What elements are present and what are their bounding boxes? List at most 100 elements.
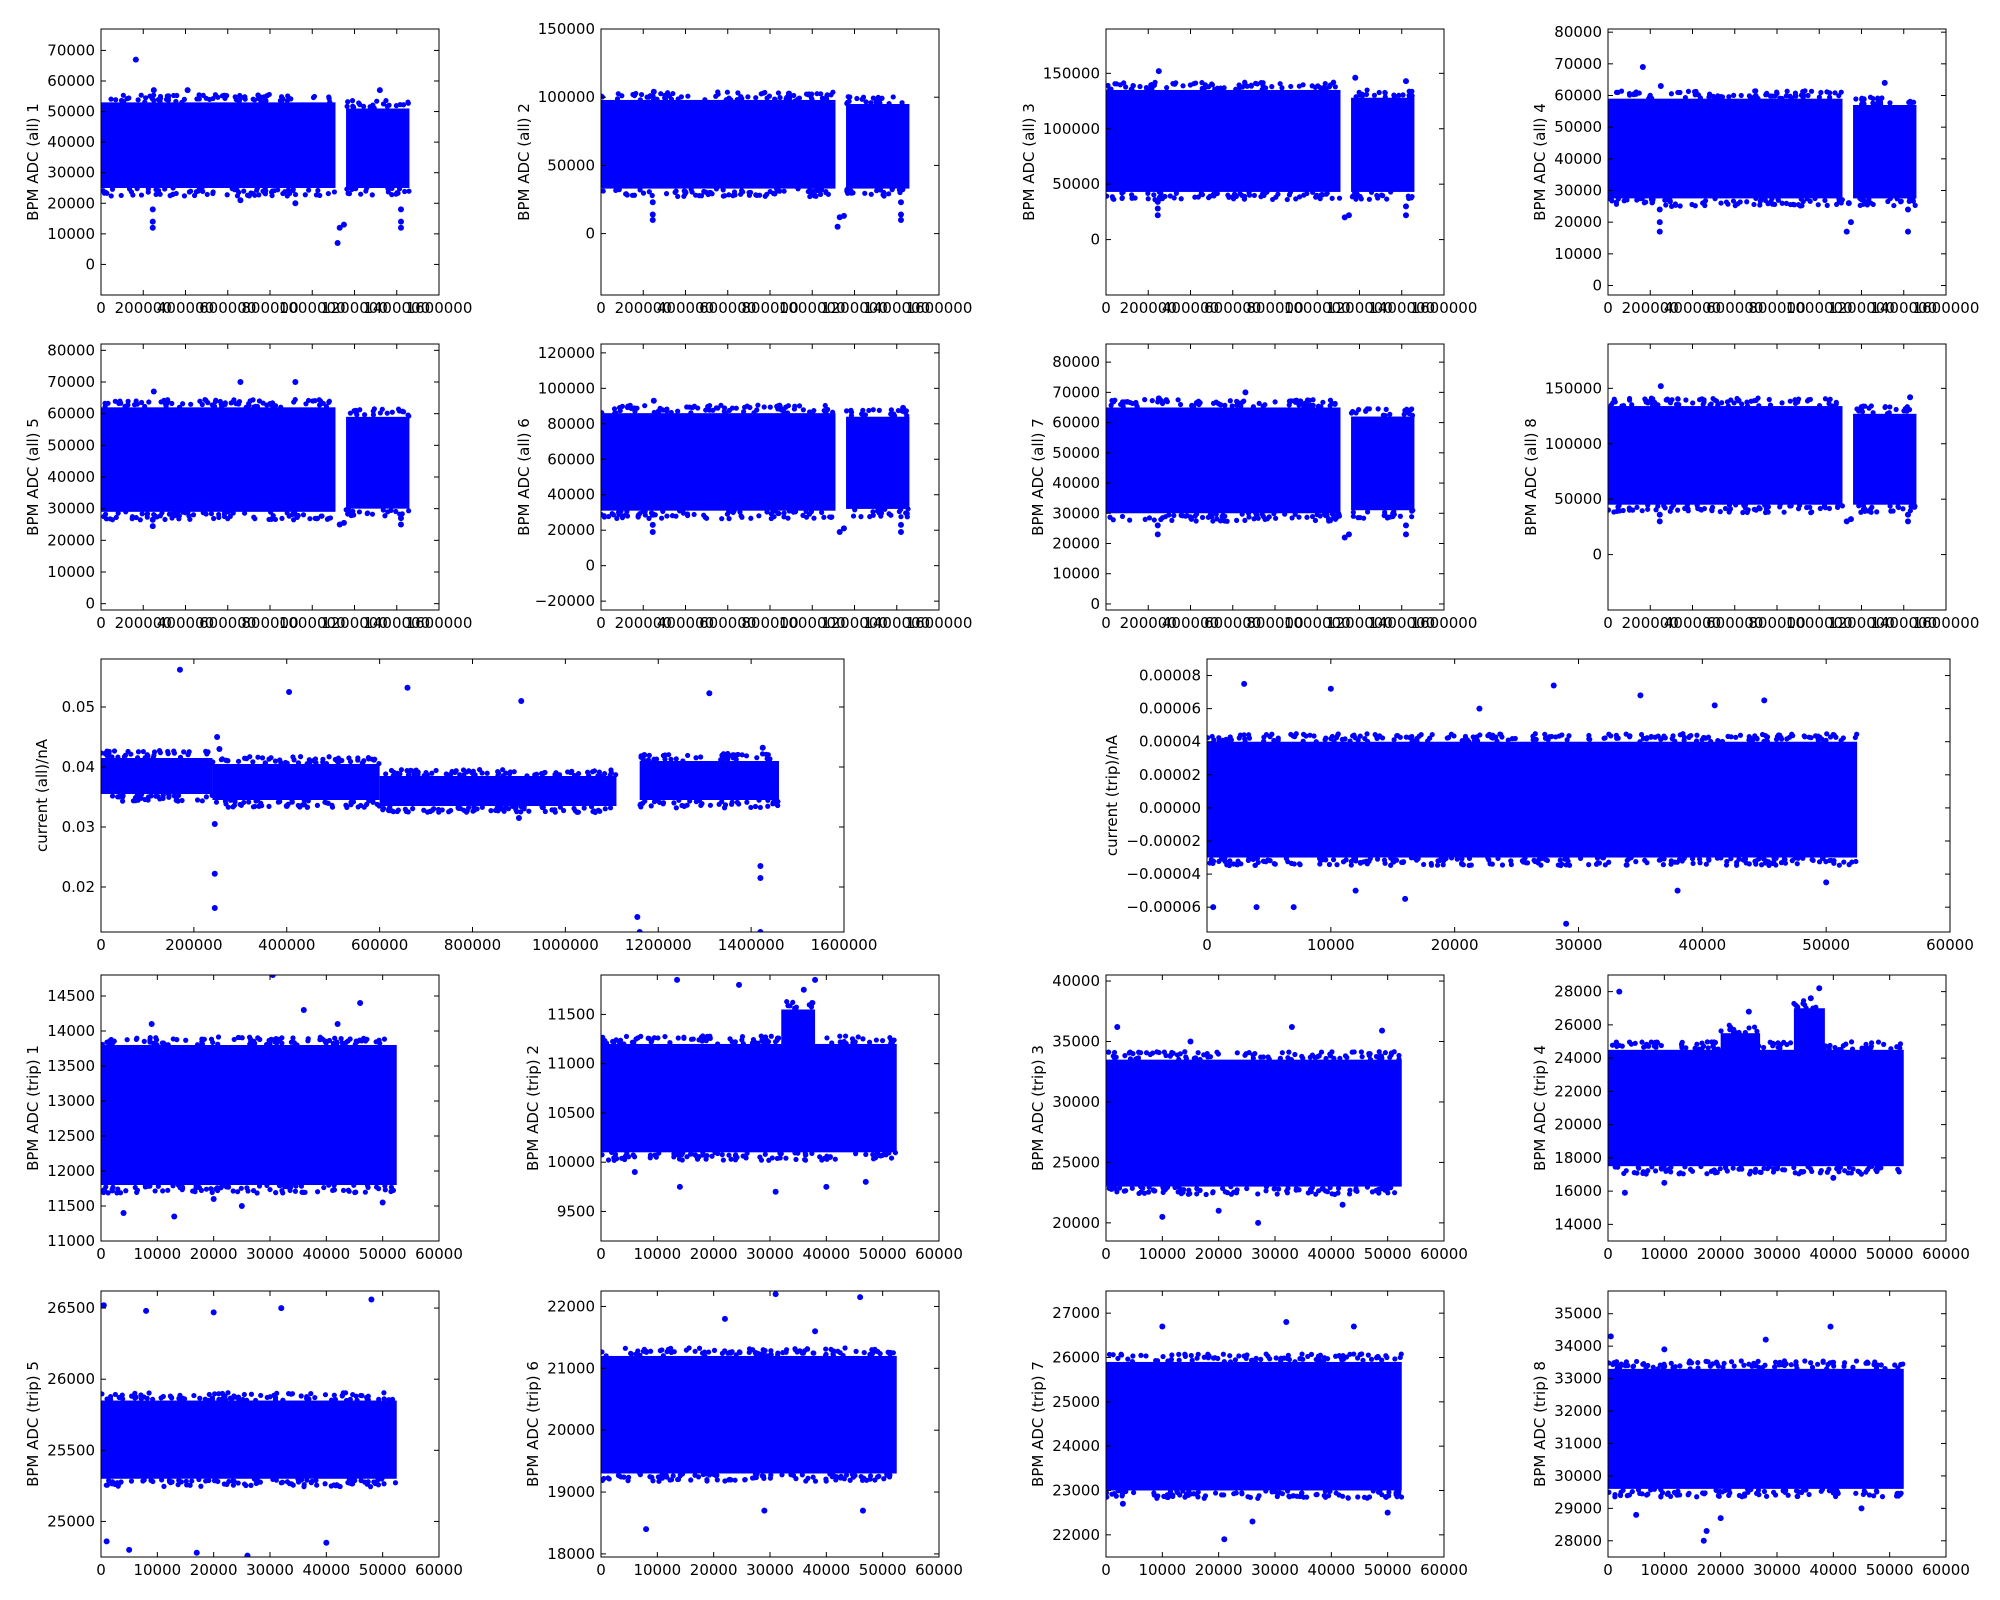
point (1288, 860, 1295, 866)
point (1784, 736, 1790, 742)
point (722, 1348, 728, 1354)
point (186, 513, 192, 519)
point (761, 1475, 767, 1481)
point (1791, 202, 1798, 208)
point (410, 806, 416, 812)
point (1185, 1492, 1191, 1498)
point (1831, 858, 1837, 864)
point (385, 807, 392, 814)
point (235, 1480, 241, 1486)
point (1375, 1354, 1381, 1360)
x-tick-label: 30000 (1555, 936, 1603, 954)
point (1639, 1039, 1645, 1045)
point (1246, 189, 1252, 196)
point (406, 772, 412, 778)
point (869, 1351, 875, 1358)
point (1168, 1358, 1174, 1364)
point (474, 806, 480, 812)
x-tick-label: 20000 (690, 1245, 738, 1263)
x-tick-label: 1200000 (625, 936, 692, 954)
point (640, 1348, 646, 1354)
point (192, 1189, 198, 1195)
point (177, 754, 184, 760)
point (209, 402, 215, 408)
point (503, 804, 509, 810)
point (1222, 513, 1228, 519)
point (1330, 79, 1336, 86)
point (607, 805, 614, 811)
y-tick-label: 0.02 (62, 878, 95, 896)
point (1382, 89, 1388, 96)
point (293, 513, 300, 519)
y-tick-label: 20000 (547, 1421, 595, 1439)
point (1421, 861, 1427, 868)
point (1630, 507, 1636, 513)
point (1144, 86, 1150, 92)
y-tick-label: 12500 (47, 1127, 95, 1145)
point (1761, 856, 1767, 862)
point (145, 1183, 151, 1189)
point (1712, 1039, 1719, 1046)
point (399, 408, 405, 415)
x-tick-label: 0 (96, 1245, 106, 1263)
y-tick-label: 30000 (1554, 182, 1602, 200)
point (1215, 401, 1221, 407)
y-tick-label: 20000 (1052, 1214, 1100, 1232)
point (1230, 196, 1237, 202)
point (677, 508, 683, 514)
point (343, 1390, 349, 1396)
point (897, 211, 904, 218)
point (1346, 1191, 1353, 1197)
point (821, 514, 827, 520)
point (748, 804, 754, 811)
point (223, 1184, 230, 1190)
point (239, 1035, 245, 1041)
point (298, 1183, 305, 1189)
point (1391, 737, 1397, 743)
point (1904, 408, 1910, 414)
point (848, 190, 855, 196)
y-tick-label: 150000 (1545, 379, 1602, 397)
point (290, 1035, 296, 1041)
point (1189, 402, 1195, 408)
point (1242, 517, 1248, 523)
point (466, 805, 472, 811)
point (180, 401, 186, 407)
point (1320, 1358, 1327, 1364)
point (213, 799, 220, 805)
point (334, 1039, 340, 1045)
point (852, 507, 858, 513)
point (1219, 1185, 1226, 1191)
point (113, 97, 119, 103)
point (1367, 1056, 1374, 1063)
point (716, 801, 722, 807)
point (1177, 401, 1184, 408)
point (1366, 196, 1372, 202)
x-tick-label: 1600000 (1411, 614, 1478, 632)
point (153, 191, 159, 198)
point (1350, 509, 1356, 515)
point (384, 410, 390, 416)
point (353, 1393, 359, 1399)
point (126, 1546, 133, 1553)
point (1747, 1171, 1753, 1177)
point (1700, 401, 1706, 407)
point (1640, 1169, 1646, 1175)
point (1508, 861, 1514, 868)
point (800, 407, 806, 413)
point (134, 755, 141, 761)
point (155, 97, 161, 103)
point (706, 690, 713, 697)
point (149, 218, 156, 225)
point (1811, 1135, 1817, 1142)
point (1645, 502, 1651, 508)
point (837, 1033, 843, 1039)
point (1874, 509, 1880, 515)
point (703, 1038, 709, 1044)
point (1448, 855, 1455, 861)
point (1755, 1153, 1761, 1159)
point (616, 404, 623, 411)
point (227, 1395, 234, 1401)
point (181, 749, 187, 755)
point (271, 1392, 277, 1398)
